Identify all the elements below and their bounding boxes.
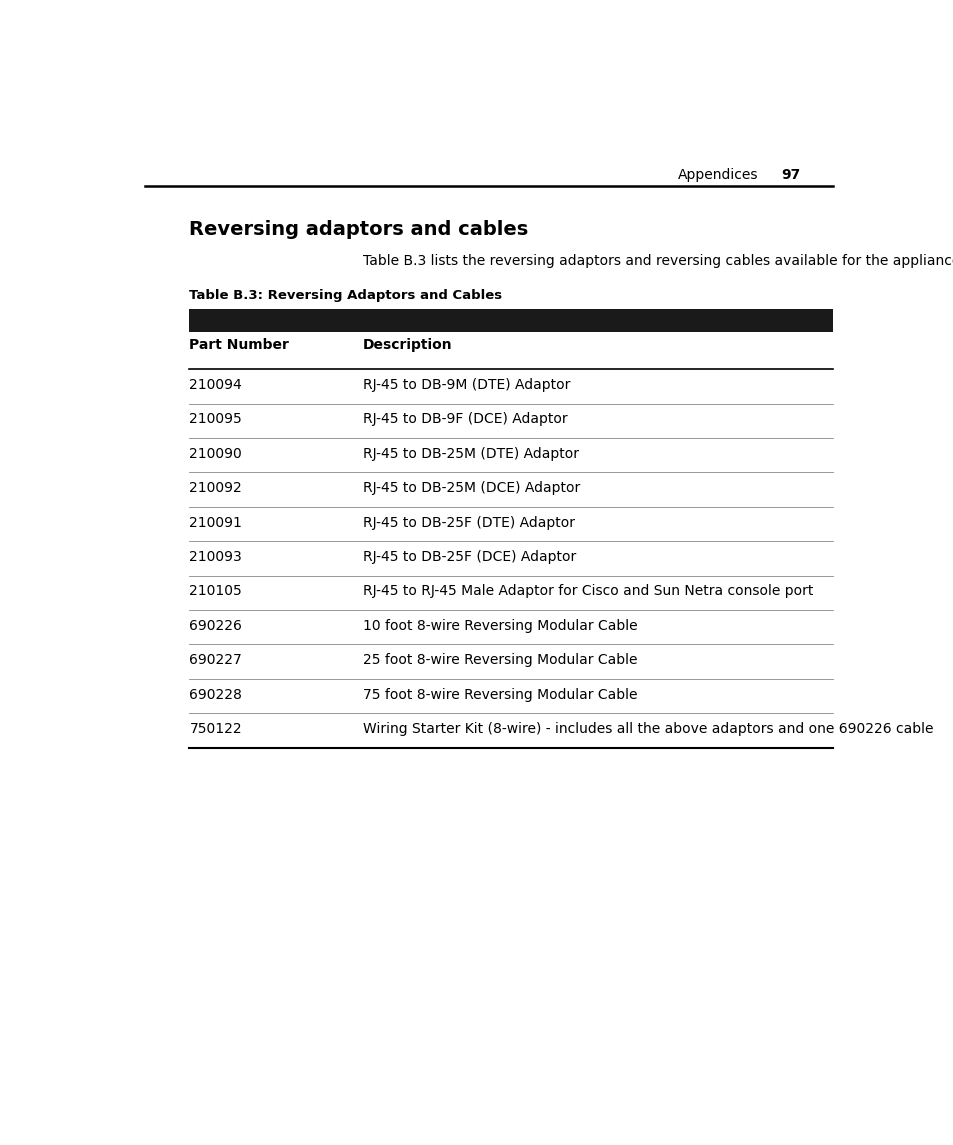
Text: Appendices: Appendices xyxy=(677,168,758,182)
Text: RJ-45 to DB-25M (DCE) Adaptor: RJ-45 to DB-25M (DCE) Adaptor xyxy=(363,481,579,496)
Text: Description: Description xyxy=(363,338,453,352)
Text: 210105: 210105 xyxy=(190,584,242,599)
Text: 690227: 690227 xyxy=(190,653,242,668)
Text: RJ-45 to DB-9F (DCE) Adaptor: RJ-45 to DB-9F (DCE) Adaptor xyxy=(363,412,567,426)
Text: 750122: 750122 xyxy=(190,722,242,736)
Text: 210091: 210091 xyxy=(190,515,242,530)
Text: 210090: 210090 xyxy=(190,447,242,460)
Text: Table B.3 lists the reversing adaptors and reversing cables available for the ap: Table B.3 lists the reversing adaptors a… xyxy=(363,254,953,268)
Text: RJ-45 to DB-9M (DTE) Adaptor: RJ-45 to DB-9M (DTE) Adaptor xyxy=(363,378,570,392)
Text: 10 foot 8-wire Reversing Modular Cable: 10 foot 8-wire Reversing Modular Cable xyxy=(363,618,638,633)
Text: Table B.3: Reversing Adaptors and Cables: Table B.3: Reversing Adaptors and Cables xyxy=(190,289,502,302)
Text: RJ-45 to DB-25M (DTE) Adaptor: RJ-45 to DB-25M (DTE) Adaptor xyxy=(363,447,578,460)
Text: RJ-45 to DB-25F (DCE) Adaptor: RJ-45 to DB-25F (DCE) Adaptor xyxy=(363,550,576,564)
Text: RJ-45 to DB-25F (DTE) Adaptor: RJ-45 to DB-25F (DTE) Adaptor xyxy=(363,515,575,530)
Text: 690228: 690228 xyxy=(190,687,242,702)
Text: Wiring Starter Kit (8-wire) - includes all the above adaptors and one 690226 cab: Wiring Starter Kit (8-wire) - includes a… xyxy=(363,722,933,736)
Text: Part Number: Part Number xyxy=(190,338,289,352)
Text: 690226: 690226 xyxy=(190,618,242,633)
Text: 210092: 210092 xyxy=(190,481,242,496)
Text: 210093: 210093 xyxy=(190,550,242,564)
Text: 210094: 210094 xyxy=(190,378,242,392)
Text: 25 foot 8-wire Reversing Modular Cable: 25 foot 8-wire Reversing Modular Cable xyxy=(363,653,637,668)
Text: 210095: 210095 xyxy=(190,412,242,426)
Text: Reversing adaptors and cables: Reversing adaptors and cables xyxy=(190,220,528,239)
Bar xyxy=(190,309,832,332)
Text: 97: 97 xyxy=(781,168,800,182)
Text: RJ-45 to RJ-45 Male Adaptor for Cisco and Sun Netra console port: RJ-45 to RJ-45 Male Adaptor for Cisco an… xyxy=(363,584,813,599)
Text: 75 foot 8-wire Reversing Modular Cable: 75 foot 8-wire Reversing Modular Cable xyxy=(363,687,637,702)
